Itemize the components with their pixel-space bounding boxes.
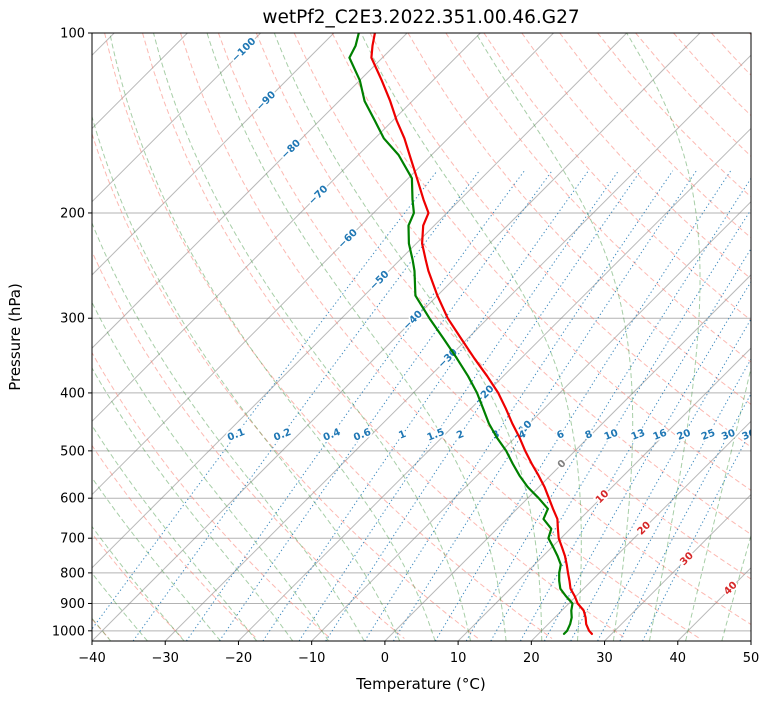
mixing-ratio-line <box>434 170 732 641</box>
moist-adiabat-line <box>360 33 582 641</box>
moist-adiabat-line <box>92 114 401 641</box>
mixing-ratio-line <box>597 358 751 641</box>
dry-adiabat-line <box>483 33 751 321</box>
isotherm-line <box>530 420 751 641</box>
axes-frame <box>91 32 752 642</box>
moist-adiabat-line <box>109 33 436 641</box>
isotherm-line <box>92 33 701 641</box>
dry-adiabat-line <box>92 444 258 639</box>
plot-background <box>92 33 751 641</box>
dry-adiabat-line <box>92 250 405 639</box>
moist-adiabat-line <box>206 33 507 641</box>
y-tick-label: 800 <box>60 566 85 581</box>
dry-adiabat-line <box>748 33 751 36</box>
dewpoint-trace <box>348 33 574 635</box>
isotherm-line <box>92 33 554 496</box>
x-tick-label: −10 <box>298 651 325 666</box>
dry-adiabat-line <box>104 33 553 639</box>
x-tick-label: 10 <box>450 651 467 666</box>
x-tick-label: 40 <box>670 651 687 666</box>
isotherm-line <box>92 33 335 276</box>
dry-adiabat-line <box>92 351 331 639</box>
background-lines <box>92 33 751 641</box>
dry-adiabat-line <box>521 33 751 280</box>
x-tick-label: 50 <box>743 651 760 666</box>
moist-adiabat-line <box>626 33 701 641</box>
dry-adiabat-line <box>293 33 751 535</box>
x-tick-label: 20 <box>523 651 540 666</box>
x-tick-label: −30 <box>152 651 179 666</box>
y-axis-label: Pressure (hPa) <box>6 283 24 391</box>
y-tick-label: 600 <box>60 492 85 507</box>
y-tick-label: 500 <box>60 444 85 459</box>
x-tick-label: 0 <box>381 651 389 666</box>
mixing-ratio-line <box>92 170 438 630</box>
mixing-ratio-line <box>132 170 480 641</box>
mixing-ratio-line <box>298 170 619 641</box>
moist-adiabat-line <box>92 221 365 641</box>
dry-adiabat-line <box>180 33 700 639</box>
moist-adiabat-line <box>153 33 471 641</box>
mixing-ratio-line <box>570 318 751 641</box>
isotherm-line <box>92 33 408 349</box>
mixing-ratio-line <box>543 280 751 641</box>
x-tick-label: −20 <box>225 651 252 666</box>
isotherm-line <box>384 274 751 641</box>
dry-adiabat-line <box>92 132 479 639</box>
isotherm-line <box>164 54 751 641</box>
plot-area: −100−90−80−70−60−50−40−30−20−10010203040… <box>52 27 760 667</box>
x-axis-label: Temperature (°C) <box>355 675 485 693</box>
isotherm-line <box>92 33 481 423</box>
dry-adiabat-line <box>142 33 627 639</box>
temperature-trace <box>370 33 593 635</box>
y-tick-label: 300 <box>60 312 85 327</box>
moist-adiabat-line <box>721 533 751 641</box>
dry-adiabat-line <box>331 33 751 491</box>
y-tick-label: 200 <box>60 206 85 221</box>
isotherm-line <box>311 200 751 641</box>
isotherm-line <box>238 127 751 641</box>
x-tick-label: 30 <box>596 651 613 666</box>
mixing-ratio-line <box>619 392 751 641</box>
mixing-ratio-line <box>325 170 641 641</box>
mixing-ratio-line <box>185 170 525 641</box>
mixing-ratio-line <box>262 170 589 641</box>
y-tick-label: 1000 <box>52 624 85 639</box>
mixing-ratio-line <box>218 170 553 641</box>
isotherm-line <box>92 33 262 203</box>
y-tick-label: 400 <box>60 386 85 401</box>
isotherm-line <box>604 493 751 641</box>
mixing-ratio-line <box>392 170 697 641</box>
y-tick-label: 700 <box>60 532 85 547</box>
isotherm-line <box>92 33 628 569</box>
y-tick-label: 900 <box>60 597 85 612</box>
x-tick-label: −40 <box>78 651 105 666</box>
isotherm-line <box>750 640 751 641</box>
moist-adiabat-line <box>685 365 751 641</box>
chart-title: wetPf2_C2E3.2022.351.00.46.G27 <box>262 7 579 28</box>
y-tick-label: 100 <box>60 27 85 42</box>
moist-adiabat-line <box>92 301 329 641</box>
mixing-ratio-line <box>642 429 751 641</box>
